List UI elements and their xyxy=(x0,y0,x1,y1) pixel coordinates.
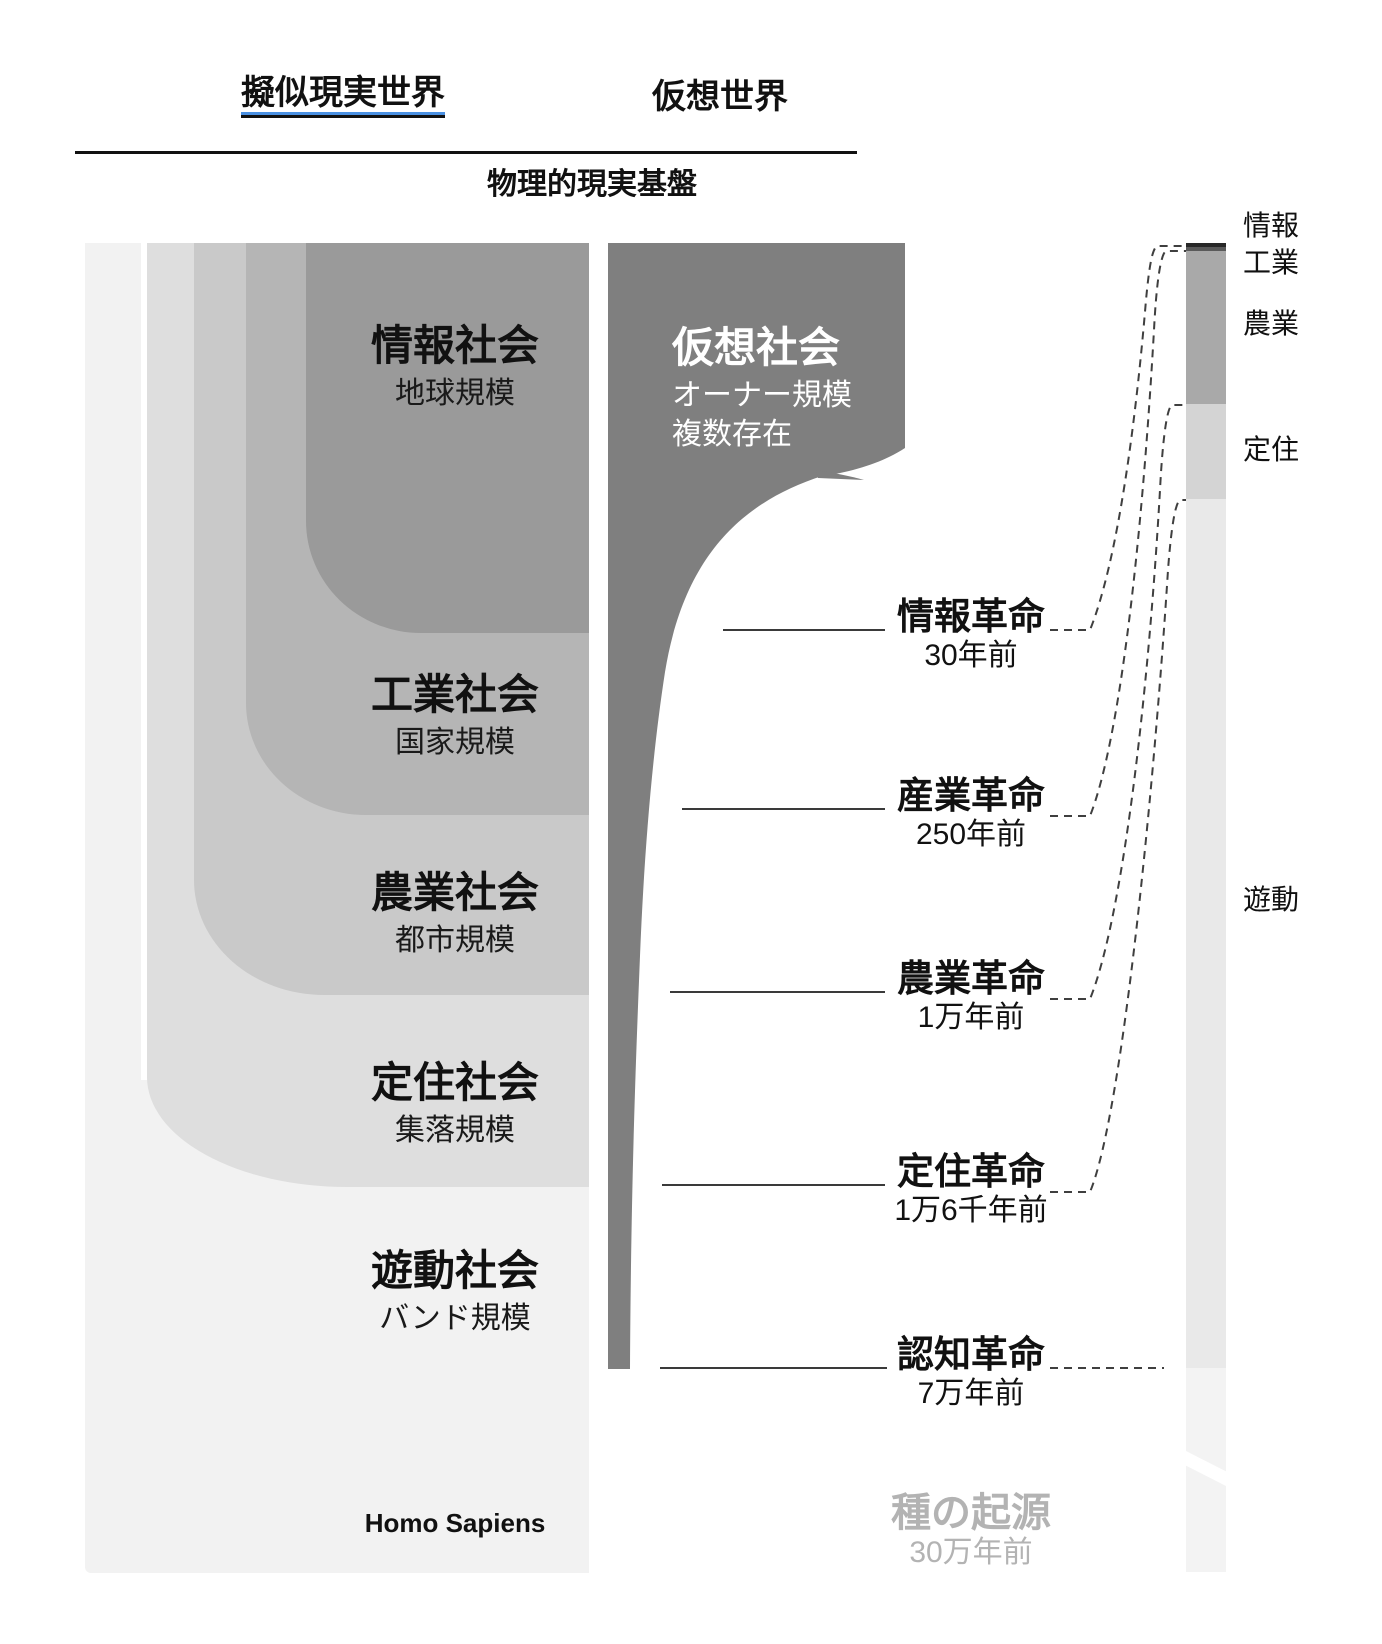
cognitive-revolution-label: 認知革命 7万年前 xyxy=(846,1334,1096,1410)
revolution-name: 認知革命 xyxy=(897,1334,1045,1375)
pseudo-real-world-title[interactable]: 擬似現実世界 xyxy=(241,74,445,118)
timebar-segment-information xyxy=(1186,243,1226,247)
society-scale: バンド規模 xyxy=(379,1302,531,1335)
society-name: 定住社会 xyxy=(370,1059,539,1106)
layer-information-society xyxy=(306,243,589,633)
title-accent-underline xyxy=(241,112,445,117)
settlement-revolution-label: 定住革命 1万6千年前 xyxy=(846,1151,1096,1227)
information-revolution-label: 情報革命 30年前 xyxy=(846,596,1096,672)
industrial-revolution-label: 産業革命 250年前 xyxy=(846,775,1096,851)
timebar-segment-settled xyxy=(1186,404,1226,499)
virtual-society-funnel-shape xyxy=(608,243,905,1369)
connector-settlement-revolution xyxy=(1050,499,1186,1193)
revolution-time: 1万年前 xyxy=(917,1000,1025,1034)
society-scale: 都市規模 xyxy=(395,924,515,957)
society-name: 農業社会 xyxy=(370,869,539,916)
virtual-society-name: 仮想社会 xyxy=(672,324,841,371)
timebar-segment-agricultural xyxy=(1186,251,1226,404)
origin-time: 30万年前 xyxy=(909,1536,1033,1569)
revolution-time: 30年前 xyxy=(924,638,1018,672)
label-industrial-society: 工業社会 国家規模 xyxy=(345,674,565,758)
revolution-name: 情報革命 xyxy=(897,596,1045,637)
timebar-segment-industrial xyxy=(1186,247,1226,251)
virtual-society-note: 複数存在 xyxy=(672,418,792,451)
revolution-name: 農業革命 xyxy=(897,958,1045,999)
society-name: 遊動社会 xyxy=(370,1247,539,1294)
layer-separator-gap xyxy=(141,243,147,1080)
connector-agricultural-revolution xyxy=(1050,404,1186,1000)
species-origin-label: 種の起源 30万年前 xyxy=(846,1492,1096,1568)
label-agricultural-society: 農業社会 都市規模 xyxy=(345,872,565,956)
origin-name: 種の起源 xyxy=(891,1491,1051,1535)
revolution-name: 定住革命 xyxy=(897,1151,1045,1192)
physical-base-label: 物理的現実基盤 xyxy=(487,168,697,201)
virtual-world-title: 仮想世界 xyxy=(652,78,788,116)
header-divider-line xyxy=(75,151,857,154)
timebar-label-nomadic: 遊動 xyxy=(1243,884,1300,915)
label-settled-society: 定住社会 集落規模 xyxy=(345,1062,565,1146)
virtual-society-scale: オーナー規模 xyxy=(672,379,852,412)
timebar-label-industrial: 工業 xyxy=(1243,247,1300,278)
revolution-name: 産業革命 xyxy=(897,775,1045,816)
timebar-segment-nomadic xyxy=(1186,499,1226,1368)
timebar-label-information: 情報 xyxy=(1243,210,1300,241)
society-name: 工業社会 xyxy=(370,671,539,718)
connector-industrial-revolution xyxy=(1050,250,1186,817)
label-information-society: 情報社会 地球規模 xyxy=(345,325,565,409)
revolution-time: 250年前 xyxy=(915,817,1027,851)
timebar-label-settled: 定住 xyxy=(1243,434,1300,465)
society-scale: 国家規模 xyxy=(395,726,515,759)
funnel-swoosh-tail xyxy=(816,470,864,480)
revolution-time: 7万年前 xyxy=(917,1376,1025,1410)
society-name: 情報社会 xyxy=(370,322,539,369)
connector-information-revolution xyxy=(1050,245,1186,631)
revolution-time: 1万6千年前 xyxy=(894,1193,1048,1227)
timebar-label-agricultural: 農業 xyxy=(1243,308,1300,339)
society-scale: 集落規模 xyxy=(395,1114,515,1147)
homo-sapiens-label: Homo Sapiens xyxy=(364,1508,546,1538)
virtual-society-label: 仮想社会 オーナー規模 複数存在 xyxy=(672,327,852,450)
pseudo-real-world-title-text[interactable]: 擬似現実世界 xyxy=(241,74,445,118)
label-nomadic-society: 遊動社会 バンド規模 xyxy=(345,1250,565,1334)
society-scale: 地球規模 xyxy=(395,377,515,410)
agricultural-revolution-label: 農業革命 1万年前 xyxy=(846,958,1096,1034)
